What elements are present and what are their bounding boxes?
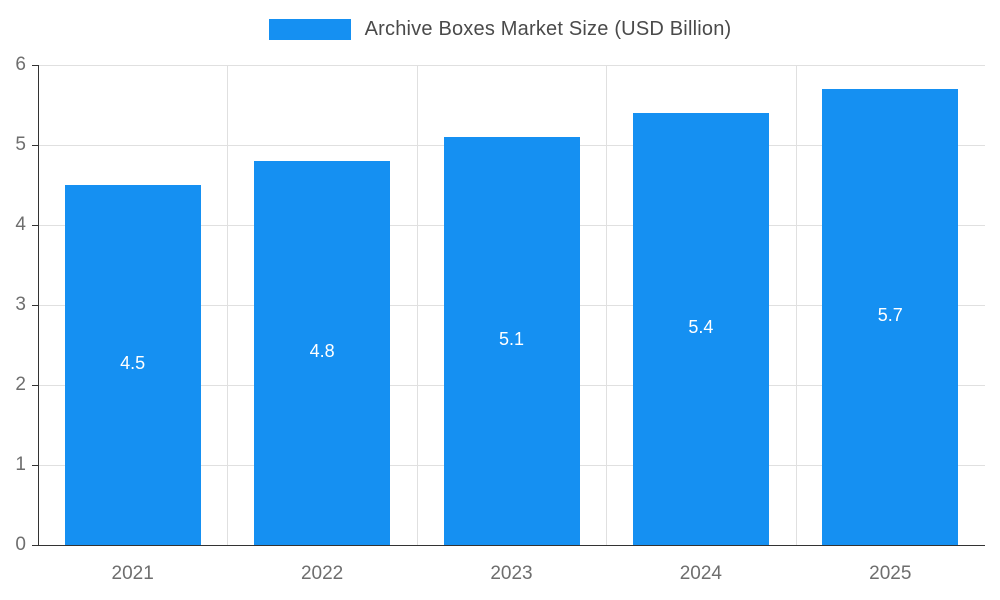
legend-swatch bbox=[268, 19, 351, 40]
x-axis-tick-label: 2025 bbox=[869, 563, 912, 584]
bar-2021[interactable] bbox=[64, 185, 201, 545]
bar-2025[interactable] bbox=[822, 89, 959, 545]
bar-value-label: 4.5 bbox=[120, 353, 146, 373]
x-gridline bbox=[416, 65, 418, 545]
bar-value-label: 5.1 bbox=[498, 329, 525, 349]
x-axis-tick-label: 2022 bbox=[300, 563, 344, 584]
x-axis-baseline bbox=[38, 545, 985, 546]
bar-2023[interactable] bbox=[443, 137, 580, 545]
chart-title: Archive Boxes Market Size (USD Billion) bbox=[364, 18, 732, 40]
x-axis-tick-label: 2023 bbox=[490, 563, 533, 584]
bar-2024[interactable] bbox=[632, 113, 769, 545]
y-axis-line bbox=[38, 65, 39, 545]
y-axis-tick-label: 1 bbox=[15, 454, 26, 475]
y-tick-mark bbox=[32, 225, 38, 226]
x-gridline bbox=[795, 65, 797, 545]
y-axis-tick-label: 6 bbox=[15, 54, 26, 75]
bar-2022[interactable] bbox=[254, 161, 391, 545]
y-tick-mark bbox=[32, 465, 38, 466]
y-tick-mark bbox=[32, 545, 38, 546]
x-gridline bbox=[227, 65, 229, 545]
x-gridline bbox=[606, 65, 608, 545]
bar-value-label: 4.8 bbox=[309, 341, 335, 361]
y-axis-tick-label: 2 bbox=[15, 374, 26, 395]
y-axis-tick-label: 4 bbox=[15, 214, 26, 235]
y-tick-mark bbox=[32, 145, 38, 146]
x-axis-tick-label: 2024 bbox=[679, 563, 723, 584]
y-axis-tick-label: 5 bbox=[15, 134, 26, 155]
chart-header: Archive Boxes Market Size (USD Billion) bbox=[0, 18, 1000, 41]
bar-value-label: 5.7 bbox=[877, 305, 903, 325]
x-axis-tick-label: 2021 bbox=[111, 563, 154, 584]
y-tick-mark bbox=[32, 305, 38, 306]
y-gridline bbox=[38, 65, 985, 66]
bar-value-label: 5.4 bbox=[688, 317, 714, 337]
y-axis-tick-label: 0 bbox=[15, 534, 26, 555]
y-tick-mark bbox=[32, 385, 38, 386]
y-tick-mark bbox=[32, 65, 38, 66]
y-axis-tick-label: 3 bbox=[15, 294, 26, 315]
